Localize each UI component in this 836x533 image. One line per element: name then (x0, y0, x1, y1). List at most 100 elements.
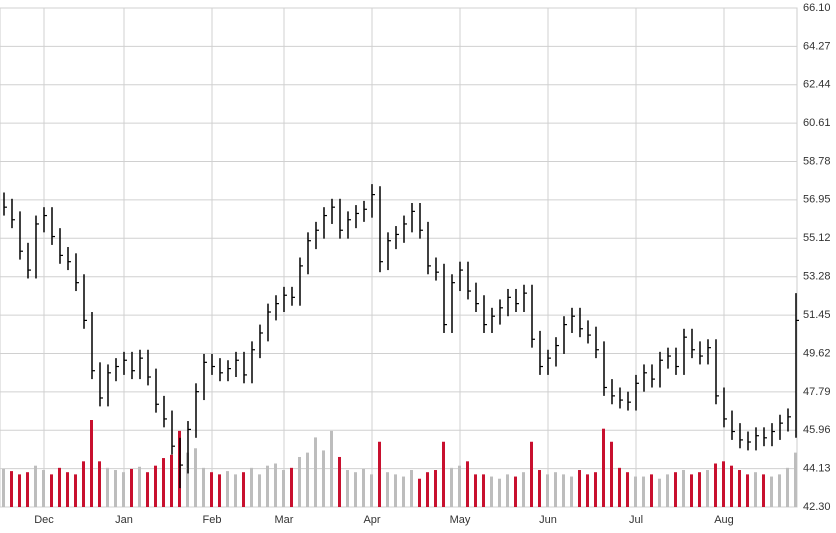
x-tick-label: Mar (275, 514, 294, 526)
volume-bar (610, 441, 613, 507)
volume-bar (482, 474, 485, 507)
volume-bar (322, 450, 325, 507)
volume-bar (298, 456, 301, 507)
y-tick-label: 42.30 (803, 501, 831, 513)
volume-bar (450, 467, 453, 507)
y-tick-label: 64.27 (803, 40, 831, 52)
y-tick-label: 60.61 (803, 117, 831, 129)
x-tick-label: May (450, 514, 471, 526)
volume-bar (82, 461, 85, 507)
volume-bar (642, 476, 645, 507)
volume-bar (618, 467, 621, 507)
volume-bar (290, 467, 293, 507)
volume-bar (362, 468, 365, 507)
volume-bar (698, 472, 701, 507)
y-tick-label: 47.79 (803, 386, 831, 398)
volume-bar (258, 474, 261, 507)
x-tick-label: Jan (115, 514, 133, 526)
volume-bar (114, 470, 117, 507)
volume-bar (170, 454, 173, 507)
volume-bar (130, 468, 133, 507)
y-tick-label: 55.12 (803, 232, 831, 244)
volume-bar (746, 474, 749, 507)
x-tick-label: Jun (539, 514, 557, 526)
volume-bar (434, 470, 437, 507)
volume-bar (186, 452, 189, 507)
volume-bar (386, 472, 389, 507)
volume-bar (586, 474, 589, 507)
volume-bar (42, 470, 45, 507)
volume-bar (426, 472, 429, 507)
volume-bar (722, 461, 725, 507)
volume-bar (234, 474, 237, 507)
volume-bar (210, 472, 213, 507)
volume-bar (306, 452, 309, 507)
plot-area (0, 7, 798, 508)
volume-bar (738, 470, 741, 507)
y-tick-label: 51.45 (803, 309, 831, 321)
volume-bar (578, 470, 581, 507)
volume-bar (602, 428, 605, 507)
y-tick-label: 56.95 (803, 194, 831, 206)
volume-bar (226, 471, 229, 507)
volume-bar (498, 478, 501, 507)
y-tick-label: 49.62 (803, 347, 831, 359)
x-tick-label: Dec (34, 514, 54, 526)
volume-bar (138, 466, 141, 507)
volume-bar (706, 470, 709, 507)
volume-bar (194, 448, 197, 507)
volume-bar (154, 465, 157, 507)
volume-bar (530, 441, 533, 507)
volume-bar (250, 467, 253, 507)
volume-bar (274, 463, 277, 507)
volume-bar (282, 470, 285, 507)
volume-bar (458, 465, 461, 507)
volume-bar (770, 476, 773, 507)
volume-bar (418, 478, 421, 507)
volume-bar (690, 474, 693, 507)
volume-bar (754, 472, 757, 507)
volume-bar (474, 474, 477, 507)
volume-bar (50, 474, 53, 507)
volume-bar (506, 474, 509, 507)
volume-bar (98, 461, 101, 507)
volume-bar (90, 420, 93, 507)
volume-bar (514, 476, 517, 507)
y-tick-label: 66.10 (803, 2, 831, 14)
volume-bar (546, 474, 549, 507)
volume-bar (66, 472, 69, 507)
volume-bar (338, 456, 341, 507)
volume-bar (314, 437, 317, 507)
volume-bar (122, 472, 125, 507)
volume-bar (730, 465, 733, 507)
volume-bar (666, 474, 669, 507)
volume-bar (58, 467, 61, 507)
volume-bar (778, 474, 781, 507)
volume-bar (562, 474, 565, 507)
volume-bar (786, 467, 789, 507)
volume-bar (18, 474, 21, 507)
volume-bar (442, 441, 445, 507)
x-tick-label: Apr (363, 514, 380, 526)
y-tick-label: 45.96 (803, 424, 831, 436)
volume-bar (674, 472, 677, 507)
volume-bar (658, 478, 661, 507)
volume-bar (370, 474, 373, 507)
volume-bar (2, 468, 5, 507)
volume-bar (522, 472, 525, 507)
volume-bar (266, 465, 269, 507)
volume-bar (10, 471, 13, 507)
volume-bar (346, 470, 349, 507)
volume-bar (354, 472, 357, 507)
volume-bar (394, 474, 397, 507)
volume-bar (242, 472, 245, 507)
volume-bar (650, 474, 653, 507)
volume-bar (106, 467, 109, 507)
volume-bar (490, 476, 493, 507)
volume-bar (162, 458, 165, 507)
volume-bar (26, 472, 29, 507)
volume-bar (554, 472, 557, 507)
x-tick-label: Jul (629, 514, 643, 526)
y-tick-label: 62.44 (803, 79, 831, 91)
